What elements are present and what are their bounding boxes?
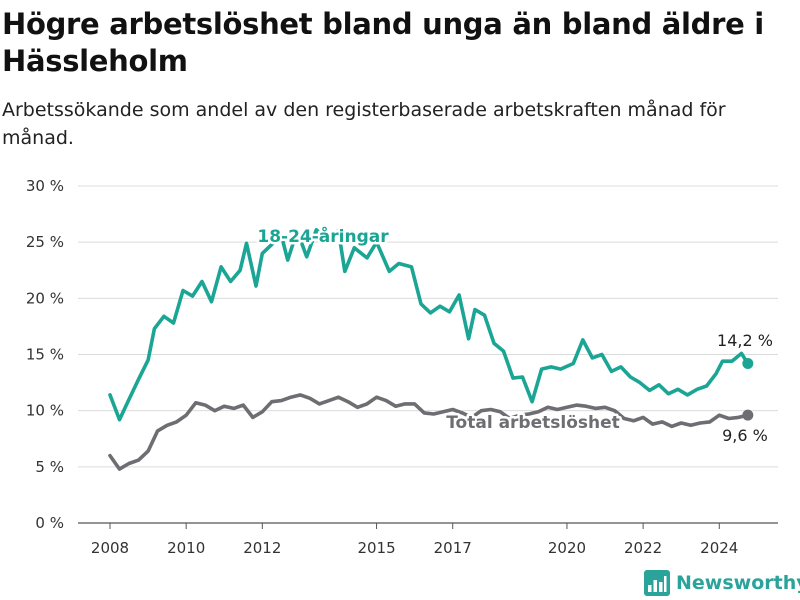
bar-chart-logo-icon xyxy=(644,570,670,596)
x-tick-label: 2008 xyxy=(91,539,129,557)
end-label-total: 9,6 % xyxy=(722,426,768,445)
y-tick-label: 20 % xyxy=(26,289,64,307)
series-label-total-text: Total arbetslöshet xyxy=(446,413,620,433)
series-label-total-halo: Total arbetslöshet xyxy=(446,413,620,433)
series-label-youth-text: 18-24-åringar xyxy=(257,225,389,247)
series-lines xyxy=(108,228,754,471)
series-line-total xyxy=(108,393,750,471)
x-axis-ticks: 2008 2010 2012 2015 2017 2020 2022 2024 xyxy=(91,523,738,557)
y-tick-label: 15 % xyxy=(26,346,64,364)
series-end-marker xyxy=(742,409,754,421)
brand-name: Newsworthy xyxy=(676,572,800,594)
gridlines xyxy=(78,185,778,524)
x-tick-label: 2010 xyxy=(167,539,205,557)
x-tick-label: 2024 xyxy=(700,539,738,557)
end-label-youth: 14,2 % xyxy=(717,331,773,350)
y-tick-label: 10 % xyxy=(26,402,64,420)
y-tick-label: 5 % xyxy=(35,458,64,476)
brand-logo: Newsworthy xyxy=(644,570,800,596)
x-tick-label: 2022 xyxy=(624,539,662,557)
x-tick-label: 2020 xyxy=(548,539,586,557)
y-tick-label: 0 % xyxy=(35,514,64,532)
x-tick-label: 2015 xyxy=(357,539,395,557)
chart-subtitle: Arbetssökande som andel av den registerb… xyxy=(2,99,726,149)
chart-title: Högre arbetslöshet bland unga än bland ä… xyxy=(2,7,764,78)
series-label-youth-halo: 18-24-åringar xyxy=(257,225,389,247)
series-line-youth xyxy=(108,228,750,422)
y-tick-label: 30 % xyxy=(26,177,64,195)
x-tick-label: 2017 xyxy=(434,539,472,557)
series-end-marker xyxy=(742,357,754,369)
y-tick-label: 25 % xyxy=(26,233,64,251)
y-axis-ticks: 0 % 5 % 10 % 15 % 20 % 25 % 30 % xyxy=(26,177,64,532)
x-tick-label: 2012 xyxy=(243,539,281,557)
